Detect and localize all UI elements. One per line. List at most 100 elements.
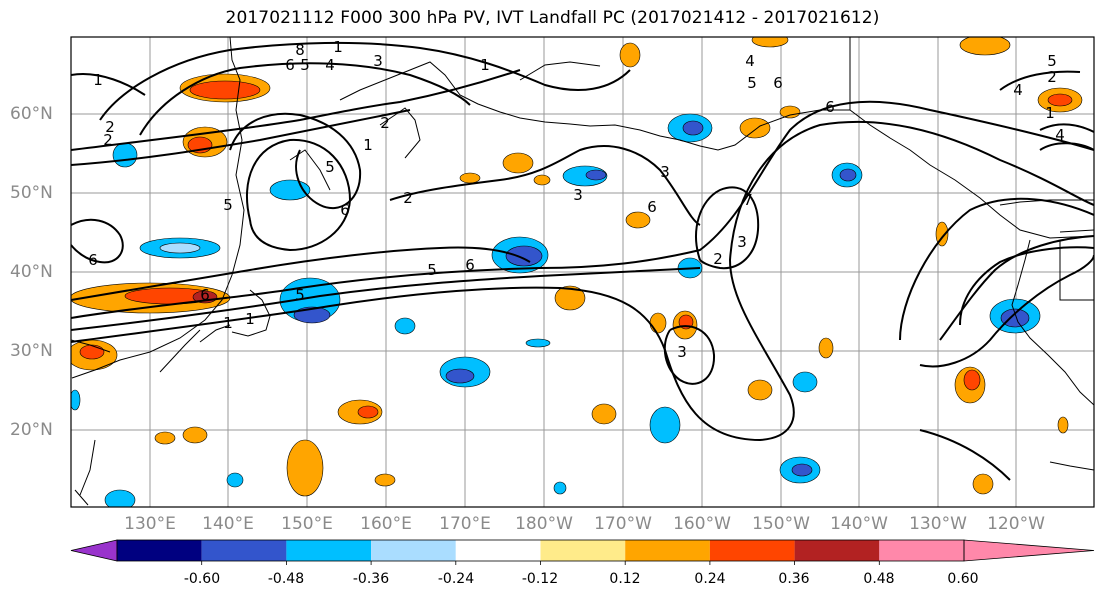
pv-contour-label: 5 — [747, 74, 757, 92]
colorbar-segment — [709, 540, 795, 561]
colorbar-max-extension — [963, 539, 1095, 562]
ivt-shading-patch — [963, 369, 981, 391]
ivt-shading-patch — [79, 344, 105, 360]
lat-label-40n: 40°N — [10, 262, 53, 282]
pv-contour-label: 4 — [1013, 81, 1023, 99]
pv-contour-label: 1 — [245, 310, 255, 328]
ivt-shading-patch — [1000, 308, 1030, 328]
pv-contour-label: 6 — [465, 256, 475, 274]
ivt-shading-patch — [649, 312, 667, 334]
ivt-shading-patch — [818, 337, 834, 359]
ivt-shading-patch — [525, 338, 551, 348]
pv-contour-label: 1 — [93, 71, 103, 89]
lon-label-120w: 120°W — [987, 514, 1045, 534]
lon-label-150e: 150°E — [281, 514, 333, 534]
colorbar-tick-label: -0.48 — [267, 571, 305, 587]
pv-contour-label: 5 — [325, 158, 335, 176]
colorbar-segment — [540, 540, 626, 561]
pv-contour-label: 4 — [1055, 126, 1065, 144]
pv-contour-label: 5 — [223, 196, 233, 214]
ivt-shading-patch — [505, 245, 543, 267]
ivt-shading-patch — [189, 80, 261, 100]
ivt-shading-patch — [751, 37, 789, 48]
ivt-shading-patch — [959, 37, 1011, 56]
pv-contour-label: 6 — [773, 74, 783, 92]
lon-label-160w: 160°W — [673, 514, 731, 534]
ivt-shading-patch — [286, 439, 324, 497]
ivt-shading-patch — [112, 142, 138, 168]
colorbar-segment — [879, 540, 964, 561]
ivt-shading-patch — [791, 463, 813, 477]
pv-contour-label: 5 — [295, 286, 305, 304]
colorbar — [70, 539, 1095, 565]
ivt-shading-patch — [739, 117, 771, 139]
lon-label-170e: 170°E — [439, 514, 491, 534]
ivt-shading-patch — [779, 105, 801, 119]
ivt-shading-patch — [972, 473, 994, 495]
pv-contour-label: 3 — [573, 186, 583, 204]
pv-contour-label: 3 — [737, 233, 747, 251]
pv-contours — [71, 41, 1094, 481]
ivt-shading-patch — [1047, 93, 1073, 107]
pv-contour-label: 5 — [427, 261, 437, 279]
colorbar-segment — [117, 540, 202, 561]
pv-contour-label: 5 — [1047, 52, 1057, 70]
pv-contour-label: 2 — [103, 131, 113, 149]
ivt-shading-patch — [554, 285, 586, 311]
ivt-shading-patch — [374, 473, 396, 487]
pv-contour-label: 1 — [1045, 104, 1055, 122]
pv-contour-label: 6 — [825, 98, 835, 116]
pv-contour-label: 3 — [677, 343, 687, 361]
pv-contour-label: 6 — [285, 56, 295, 74]
ivt-shading-patch — [747, 379, 773, 401]
ivt-shading-patch — [459, 172, 481, 184]
ivt-shading-patch — [792, 371, 818, 393]
pv-contour-label: 6 — [340, 201, 350, 219]
lon-label-150w: 150°W — [752, 514, 810, 534]
ivt-shading-patch — [182, 426, 208, 444]
colorbar-segment — [455, 540, 541, 561]
ivt-shading-patch — [159, 242, 201, 254]
pv-contour-label: 7 — [743, 191, 753, 209]
colorbar-tick-label: 0.24 — [694, 571, 726, 587]
map-title: 2017021112 F000 300 hPa PV, IVT Landfall… — [225, 8, 880, 28]
ivt-shading-patch — [71, 389, 81, 411]
lat-label-20n: 20°N — [10, 420, 53, 440]
pv-contour-label: 3 — [373, 52, 383, 70]
lon-label-160e: 160°E — [360, 514, 412, 534]
ivt-shading — [71, 37, 1083, 507]
colorbar-tick-label: 0.48 — [863, 571, 895, 587]
colorbar-tick-label: 0.12 — [609, 571, 641, 587]
lon-label-140e: 140°E — [202, 514, 254, 534]
colorbar-tick-label: -0.60 — [183, 571, 221, 587]
colorbar-segment — [201, 540, 287, 561]
ivt-shading-patch — [553, 481, 567, 495]
colorbar-segment — [286, 540, 372, 561]
pv-contour-label: 4 — [745, 52, 755, 70]
colorbar-segment — [794, 540, 880, 561]
colorbar-tick-label: 0.60 — [947, 571, 979, 587]
ivt-shading-patch — [1057, 416, 1069, 434]
ivt-shading-patch — [394, 317, 416, 335]
pv-contour-label: 1 — [223, 314, 233, 332]
ivt-shading-patch — [104, 489, 136, 507]
pv-contour-label: 1 — [333, 38, 343, 56]
pv-contour-label: 1 — [363, 136, 373, 154]
pv-contour-label: 2 — [105, 118, 115, 136]
ivt-shading-patch — [591, 403, 617, 425]
ivt-shading-patch — [839, 168, 857, 182]
colorbar-tick-label: 0.36 — [778, 571, 810, 587]
map-frame — [70, 36, 1095, 508]
lon-label-140w: 140°W — [830, 514, 888, 534]
ivt-shading-patch — [533, 174, 551, 186]
lon-label-180w: 180°W — [515, 514, 573, 534]
lat-label-30n: 30°N — [10, 341, 53, 361]
pv-contour-label: 2 — [380, 114, 390, 132]
pv-contour-label: 6 — [88, 251, 98, 269]
colorbar-tick-label: -0.24 — [437, 571, 475, 587]
pv-contour-label: 2 — [403, 189, 413, 207]
ivt-shading-patch — [682, 120, 704, 136]
pv-contour-label: 6 — [647, 198, 657, 216]
